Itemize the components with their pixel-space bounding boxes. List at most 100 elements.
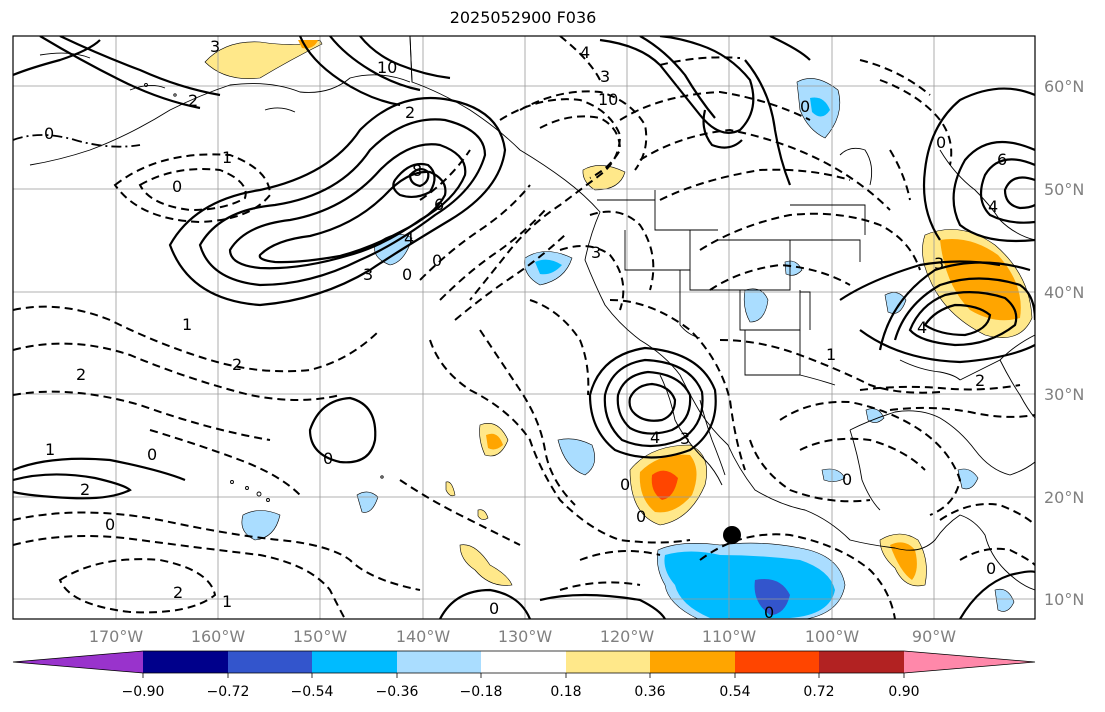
contour-line — [659, 168, 851, 201]
positive-shade — [445, 481, 456, 497]
contour-line — [879, 79, 953, 166]
contour-line — [889, 149, 911, 201]
contour-label: 0 — [105, 515, 115, 534]
contour-label: 1 — [45, 440, 55, 459]
contour-label: 2 — [173, 583, 183, 602]
colorbar-segment — [143, 651, 228, 673]
contour-line — [628, 382, 677, 422]
contour-line — [469, 98, 622, 301]
lat-tick-label: 10°N — [1044, 590, 1084, 609]
contour-label: 2 — [405, 103, 415, 122]
contour-line — [908, 291, 1018, 347]
islands — [144, 83, 384, 502]
contour-label: 10 — [598, 90, 618, 109]
contour-label: 0 — [402, 265, 412, 284]
contour-line — [559, 36, 601, 81]
contour-line — [922, 87, 1035, 241]
dashdot-contour — [13, 134, 141, 148]
lon-tick-label: 130°W — [498, 627, 553, 646]
contour-line — [699, 212, 921, 271]
contour-line — [113, 153, 272, 224]
lat-tick-label: 50°N — [1044, 180, 1084, 199]
contour-label: 6 — [997, 150, 1007, 169]
contour-line — [419, 184, 531, 281]
colorbar-min-arrow — [13, 651, 143, 673]
location-marker — [723, 526, 741, 544]
contour-label: 0 — [764, 603, 774, 622]
gridlines — [13, 36, 1035, 619]
colorbar-segment — [228, 651, 312, 673]
contour-line — [744, 59, 792, 186]
contour-line — [13, 390, 271, 441]
colorbar-tick-label: 0.36 — [634, 684, 665, 700]
contour-label: 2 — [80, 480, 90, 499]
contour-line — [559, 245, 625, 311]
contour-label: 0 — [323, 449, 333, 468]
colorbar-tick-label: −0.36 — [376, 684, 419, 700]
colorbar-tick-label: −0.18 — [460, 684, 503, 700]
contour-label: 4 — [580, 43, 590, 62]
contour-line — [939, 503, 1035, 526]
negative-shade — [810, 97, 830, 117]
solid-contours — [13, 36, 1035, 619]
colorbar-tick-label: −0.90 — [122, 684, 165, 700]
negative-shade — [754, 579, 790, 615]
contour-line — [439, 209, 546, 301]
contour-label: 1 — [826, 345, 836, 364]
contour-line — [519, 90, 648, 171]
contour-line — [479, 329, 576, 506]
lat-tick-label: 30°N — [1044, 385, 1084, 404]
contour-label: 2 — [232, 355, 242, 374]
contour-line — [13, 305, 381, 373]
contour-line — [588, 346, 717, 459]
contour-line — [952, 140, 1035, 243]
contour-label: 0 — [147, 445, 157, 464]
contour-line — [539, 593, 666, 619]
colorbar-segment — [312, 651, 397, 673]
contour-line — [529, 299, 590, 396]
positive-shade — [477, 509, 489, 520]
contour-line — [639, 128, 891, 211]
contour-line — [616, 370, 692, 435]
shaded-regions — [204, 39, 1033, 619]
contour-line — [149, 429, 301, 496]
colorbar-tick-label: −0.72 — [207, 684, 250, 700]
contour-line — [859, 329, 1035, 364]
contour-label: 0 — [842, 470, 852, 489]
contour-line — [659, 56, 741, 66]
positive-shade — [459, 544, 513, 586]
lon-tick-label: 120°W — [600, 627, 655, 646]
contour-line — [859, 384, 1021, 391]
contour-line — [168, 96, 507, 307]
contour-line — [609, 299, 746, 471]
contour-label: 4 — [988, 197, 998, 216]
dashed-contours — [13, 36, 1035, 619]
contour-line — [454, 234, 566, 321]
contour-line — [603, 358, 704, 448]
contour-line — [298, 36, 401, 107]
contour-label: 8 — [412, 161, 422, 180]
positive-shade — [204, 39, 323, 79]
lat-tick-label: 20°N — [1044, 488, 1084, 507]
contour-line — [619, 90, 811, 121]
negative-shade — [241, 510, 281, 541]
positive-shade — [486, 433, 503, 450]
lon-tick-label: 100°W — [805, 627, 860, 646]
negative-shade — [957, 468, 979, 490]
contour-label: 4 — [917, 318, 927, 337]
contour-label: 1 — [222, 148, 232, 167]
contour-line — [639, 36, 716, 119]
contour-label: 4 — [650, 428, 660, 447]
negative-shade — [557, 438, 596, 476]
positive-shade — [890, 542, 917, 580]
coastlines — [29, 36, 1035, 591]
contour-line — [702, 109, 743, 149]
contour-label: 3 — [591, 243, 601, 262]
colorbar-segment — [566, 651, 650, 673]
contour-label: 1 — [222, 592, 232, 611]
contour-label: 10 — [377, 58, 397, 77]
contour-line — [439, 588, 532, 619]
lon-tick-labels: 170°W 160°W 150°W 140°W 130°W 120°W 110°… — [89, 627, 956, 646]
contour-label: 4 — [404, 229, 414, 248]
contour-line — [889, 406, 1035, 418]
